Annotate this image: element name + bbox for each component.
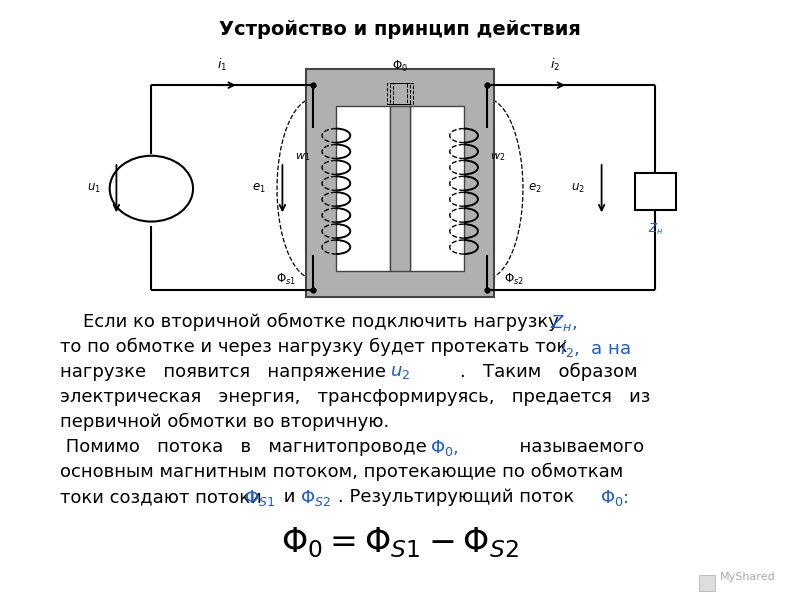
Text: $\Phi_0$:: $\Phi_0$: <box>600 488 629 508</box>
Text: токи создают потоки: токи создают потоки <box>60 488 267 506</box>
FancyBboxPatch shape <box>699 575 715 591</box>
Text: $Z_н$,: $Z_н$, <box>550 313 578 333</box>
Text: .   Таким   образом: . Таким образом <box>460 363 638 381</box>
Text: $i_2$: $i_2$ <box>550 58 560 73</box>
Text: $\Phi_0$,: $\Phi_0$, <box>430 438 459 458</box>
Polygon shape <box>390 106 410 271</box>
Text: $u_2$: $u_2$ <box>390 363 410 381</box>
Text: MyShared: MyShared <box>720 572 776 582</box>
Text: первичной обмотки во вторичную.: первичной обмотки во вторичную. <box>60 413 390 431</box>
Bar <box>635 173 675 210</box>
Text: $\Phi_0 = \Phi_{S1} - \Phi_{S2}$: $\Phi_0 = \Phi_{S1} - \Phi_{S2}$ <box>281 525 519 560</box>
Text: $w_1$: $w_1$ <box>295 151 310 163</box>
Polygon shape <box>336 106 390 271</box>
Text: $i_2$,  а на: $i_2$, а на <box>560 338 630 359</box>
Text: $Z_н$: $Z_н$ <box>648 221 663 236</box>
Text: $\Phi_{s1}$: $\Phi_{s1}$ <box>276 272 296 287</box>
Text: электрическая   энергия,   трансформируясь,   предается   из: электрическая энергия, трансформируясь, … <box>60 388 650 406</box>
Text: $e_1$: $e_1$ <box>252 182 266 195</box>
Text: $\Phi_{S1}$: $\Phi_{S1}$ <box>244 488 275 508</box>
Text: . Результирующий поток: . Результирующий поток <box>338 488 580 506</box>
Text: $e_2$: $e_2$ <box>527 182 542 195</box>
Text: $u_1$: $u_1$ <box>87 182 102 195</box>
Text: Помимо   потока   в   магнитопроводе: Помимо потока в магнитопроводе <box>60 438 444 456</box>
Polygon shape <box>410 106 464 271</box>
Text: $\Phi_0$: $\Phi_0$ <box>392 59 408 74</box>
Text: основным магнитным потоком, протекающие по обмоткам: основным магнитным потоком, протекающие … <box>60 463 623 481</box>
Text: и: и <box>278 488 301 506</box>
Text: называемого: называемого <box>508 438 644 456</box>
Polygon shape <box>306 69 494 298</box>
Text: нагрузке   появится   напряжение: нагрузке появится напряжение <box>60 363 403 381</box>
Text: $u_2$: $u_2$ <box>571 182 585 195</box>
Text: то по обмотке и через нагрузку будет протекать ток: то по обмотке и через нагрузку будет про… <box>60 338 573 356</box>
Text: $w_2$: $w_2$ <box>490 151 505 163</box>
Text: $i_1$: $i_1$ <box>217 58 227 73</box>
Text: $\Phi_{S2}$: $\Phi_{S2}$ <box>300 488 331 508</box>
Text: Устройство и принцип действия: Устройство и принцип действия <box>219 20 581 39</box>
Text: $\Phi_{s2}$: $\Phi_{s2}$ <box>504 272 524 287</box>
Text: Если ко вторичной обмотке подключить нагрузку: Если ко вторичной обмотке подключить наг… <box>60 313 565 331</box>
